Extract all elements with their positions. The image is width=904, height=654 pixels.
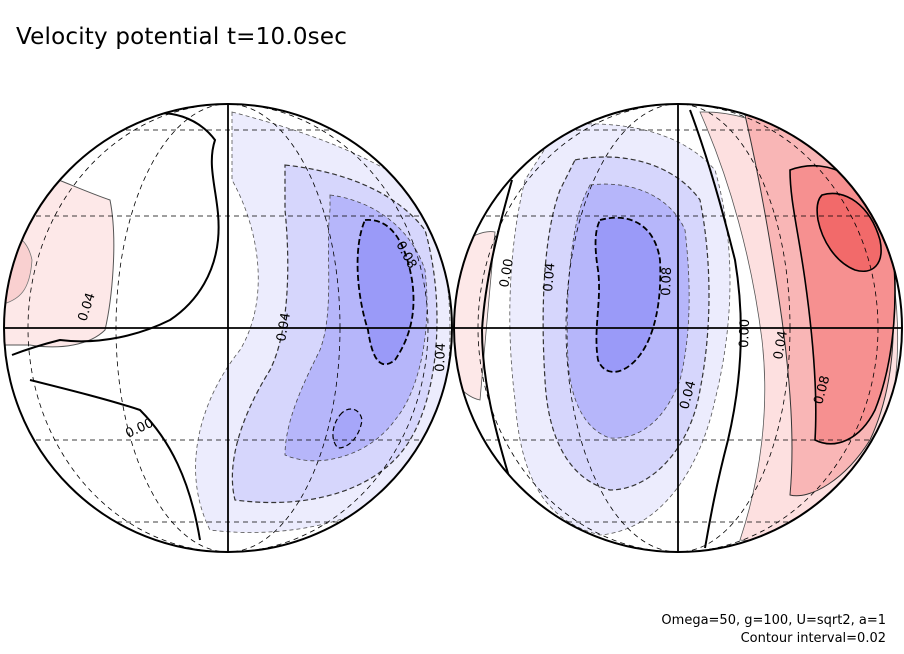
- right-west-positive: [454, 231, 496, 401]
- right-label-7: 0.08: [811, 374, 833, 406]
- right-label-2: 0.04: [541, 262, 558, 292]
- left-label-5: 0.04: [433, 343, 449, 372]
- right-label-6: 0.04: [771, 330, 791, 361]
- figure-title: Velocity potential t=10.0sec: [16, 24, 348, 50]
- right-zero-contour: [689, 109, 742, 549]
- right-label-3: 0.08: [659, 267, 675, 296]
- right-label-5: 0.00: [737, 319, 753, 348]
- right-hemisphere: 0.00 0.04 0.08 0.04 0.00 0.04 0.08: [453, 103, 903, 553]
- right-negative-core: [594, 216, 662, 373]
- footer-contour-interval: Contour interval=0.02: [740, 631, 886, 646]
- right-positive-core: [816, 192, 882, 272]
- left-zero-contour: [11, 112, 220, 356]
- figure-footer: Omega=50, g=100, U=sqrt2, a=1 Contour in…: [661, 612, 886, 648]
- left-zero-contour-2: [29, 379, 201, 541]
- right-label-1: 0.00: [497, 258, 517, 289]
- right-label-4: 0.04: [677, 379, 699, 411]
- footer-params: Omega=50, g=100, U=sqrt2, a=1: [661, 613, 886, 628]
- left-label-3: 0.04: [274, 312, 294, 343]
- left-hemisphere: 0.04 0.00 0.04 0.08 0.04: [3, 103, 453, 553]
- right-zero-contour-west: [480, 179, 513, 481]
